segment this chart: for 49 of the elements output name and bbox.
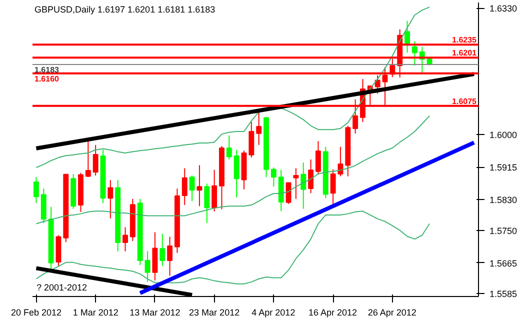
candlestick bbox=[300, 162, 306, 210]
x-tick-label: 23 Mar 2012 bbox=[189, 308, 240, 318]
line-series bbox=[36, 115, 430, 224]
candlestick bbox=[122, 226, 128, 252]
annotation: ? 2001-2012 bbox=[36, 282, 88, 292]
y-tick-label: 1.5750 bbox=[490, 226, 518, 236]
candlestick bbox=[234, 149, 240, 198]
candlestick bbox=[167, 236, 173, 276]
ref-line-label: 1.6075 bbox=[452, 96, 478, 106]
candlestick bbox=[293, 168, 299, 200]
x-tick-label: 20 Feb 2012 bbox=[10, 308, 62, 318]
candlestick bbox=[196, 164, 202, 207]
ref-line-label: 1.6183 bbox=[34, 66, 60, 75]
candlestick bbox=[85, 140, 91, 178]
y-tick-label: 1.6000 bbox=[490, 130, 518, 140]
candlestick bbox=[33, 176, 39, 204]
ref-line-label: 1.6160 bbox=[34, 74, 60, 84]
x-tick-label: 26 Apr 2012 bbox=[368, 308, 416, 318]
y-tick-label: 1.5830 bbox=[490, 195, 518, 206]
candlestick bbox=[226, 134, 232, 160]
ref-line-label: 1.6235 bbox=[452, 36, 478, 45]
candlestick bbox=[412, 40, 418, 66]
candlestick bbox=[308, 158, 314, 194]
y-tick-label: 1.6330 bbox=[490, 4, 518, 14]
candlestick bbox=[92, 144, 98, 176]
candlestick bbox=[270, 166, 276, 188]
candlestick bbox=[212, 169, 218, 212]
candlestick bbox=[182, 168, 188, 206]
x-tick-label: 16 Apr 2012 bbox=[308, 308, 358, 318]
line-series bbox=[36, 210, 430, 284]
candlestick bbox=[144, 250, 150, 282]
candlestick bbox=[330, 168, 336, 206]
candlestick bbox=[160, 233, 166, 266]
y-tick-label: 1.5915 bbox=[490, 162, 518, 173]
ref-line-label: 1.6201 bbox=[452, 48, 478, 58]
candlestick bbox=[189, 175, 195, 202]
candlestick bbox=[315, 140, 321, 174]
y-tick-label: 1.5585 bbox=[490, 288, 518, 299]
line-series bbox=[36, 6, 430, 168]
x-tick-label: 13 Mar 2012 bbox=[130, 308, 180, 318]
x-tick-label: 1 Mar 2012 bbox=[72, 308, 118, 318]
chart-title: GBPUSD,Daily 1.6197 1.6201 1.6181 1.6183 bbox=[34, 4, 216, 14]
candlestick bbox=[204, 183, 210, 224]
candlestick bbox=[338, 146, 344, 177]
candlestick bbox=[248, 121, 254, 158]
candlestick bbox=[108, 180, 114, 219]
candlestick bbox=[256, 111, 262, 146]
y-tick-label: 1.5665 bbox=[490, 258, 518, 268]
x-tick-label: 4 Apr 2012 bbox=[252, 308, 296, 318]
